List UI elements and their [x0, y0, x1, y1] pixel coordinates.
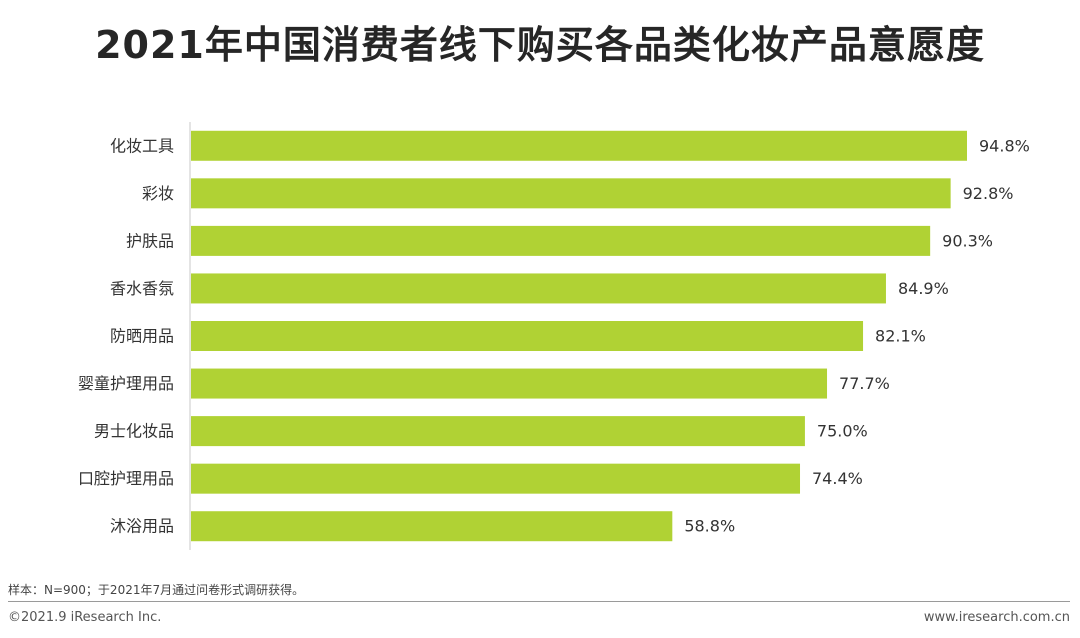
category-label-3: 香水香氛 [110, 279, 174, 298]
category-label-0: 化妆工具 [110, 136, 174, 155]
chart-title: 2021年中国消费者线下购买各品类化妆产品意愿度 [95, 23, 985, 67]
bar-5 [191, 368, 828, 399]
bar-8 [191, 511, 673, 542]
category-label-6: 男士化妆品 [94, 422, 174, 441]
website-link[interactable]: www.iresearch.com.cn [923, 610, 1070, 625]
footer-divider [8, 601, 1070, 602]
bar-3 [191, 273, 886, 304]
category-label-2: 护肤品 [126, 231, 174, 250]
sample-note: 样本：N=900；于2021年7月通过问卷形式调研获得。 [8, 583, 305, 597]
category-label-8: 沐浴用品 [110, 517, 174, 536]
category-label-1: 彩妆 [142, 184, 174, 203]
value-label-7: 74.4% [812, 469, 863, 488]
value-label-2: 90.3% [942, 231, 993, 250]
value-label-1: 92.8% [963, 184, 1014, 203]
category-label-7: 口腔护理用品 [78, 469, 174, 488]
bar-2 [191, 225, 931, 256]
bar-6 [191, 416, 805, 447]
value-label-5: 77.7% [839, 374, 890, 393]
category-label-5: 婴童护理用品 [78, 374, 174, 393]
bar-4 [191, 321, 864, 351]
value-label-6: 75.0% [817, 422, 868, 441]
value-label-0: 94.8% [979, 136, 1030, 155]
copyright-text: ©2021.9 iResearch Inc. [8, 610, 162, 625]
value-label-3: 84.9% [898, 279, 949, 298]
value-label-8: 58.8% [684, 517, 735, 536]
bar-0 [191, 130, 967, 161]
bar-7 [191, 463, 801, 494]
value-label-4: 82.1% [875, 327, 926, 346]
category-label-4: 防晒用品 [110, 327, 174, 346]
bar-1 [191, 178, 951, 209]
